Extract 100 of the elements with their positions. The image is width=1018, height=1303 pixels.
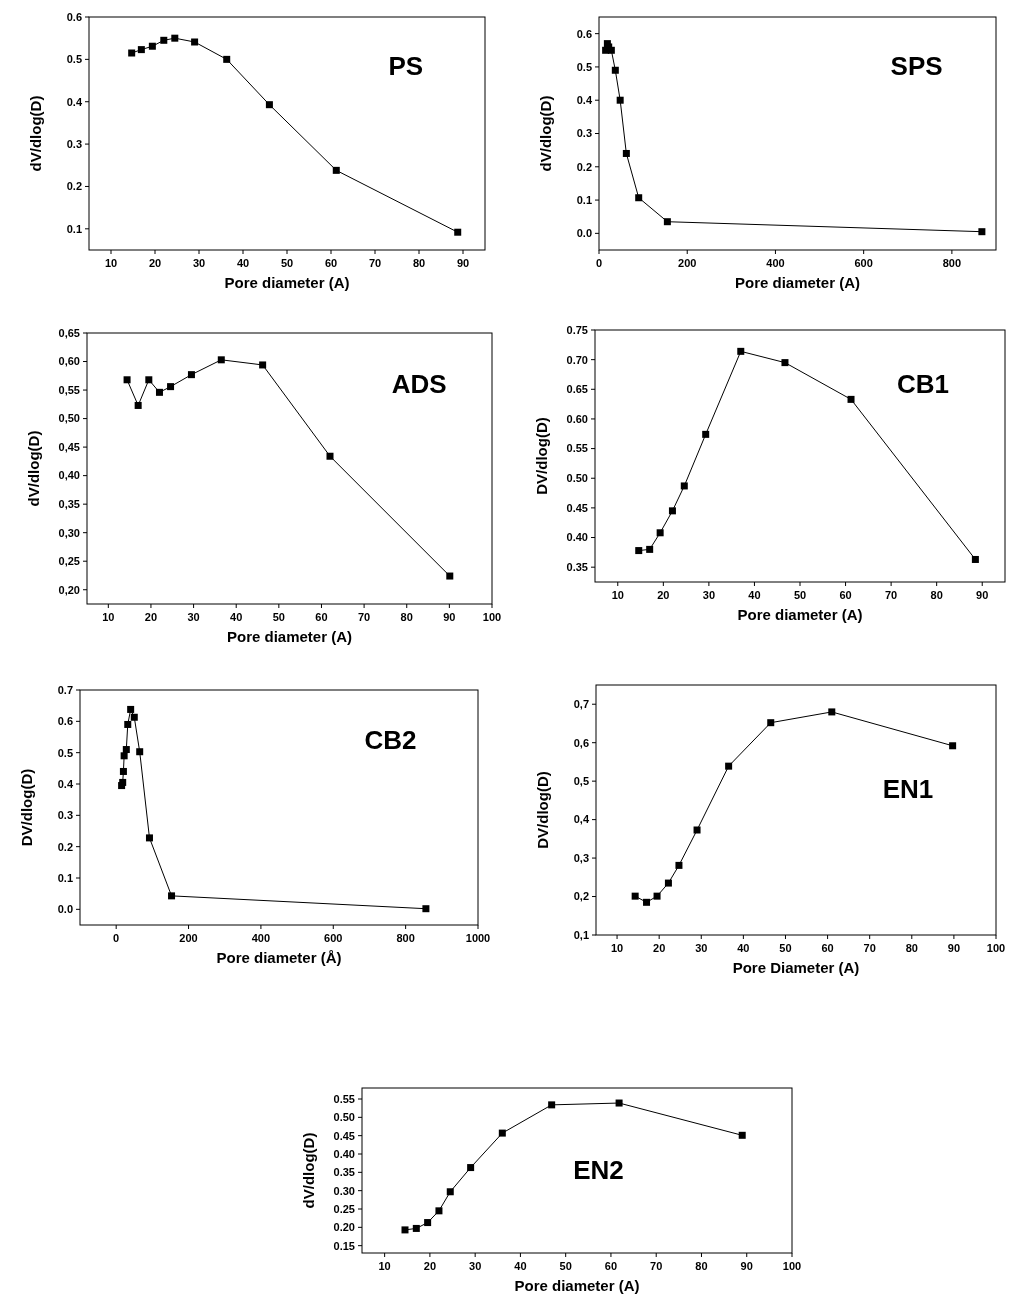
x-tick-label: 90 <box>443 611 456 623</box>
x-tick-label: 60 <box>604 1260 618 1272</box>
y-tick-label: 0.3 <box>57 809 73 822</box>
x-tick-label: 80 <box>905 942 918 954</box>
point <box>738 1131 746 1139</box>
x-tick-label: 70 <box>884 589 898 601</box>
y-tick-label: 0.1 <box>57 871 73 884</box>
x-tick-label: 70 <box>650 1260 663 1272</box>
y-tick-label: 0.40 <box>566 531 588 544</box>
y-tick-label: 0.3 <box>66 137 82 150</box>
x-tick-label: 40 <box>748 589 761 601</box>
y-tick-label: 0.50 <box>333 1111 355 1124</box>
x-tick-label: 50 <box>280 257 294 269</box>
x-tick-label: 50 <box>793 589 807 601</box>
point <box>615 1099 623 1107</box>
x-tick-label: 20 <box>144 611 158 623</box>
y-tick-label: 0.5 <box>57 746 73 759</box>
point <box>702 430 710 438</box>
y-tick-label: 0.50 <box>566 472 588 485</box>
point <box>693 826 701 834</box>
y-axis-title: DV/dlog(D) <box>18 768 35 847</box>
point <box>631 892 639 900</box>
y-tick-label: 0.6 <box>66 10 82 23</box>
y-tick-label: 0.4 <box>576 94 593 107</box>
point <box>653 892 661 900</box>
x-tick-label: 30 <box>192 257 206 269</box>
point <box>675 861 683 869</box>
x-tick-label: 50 <box>559 1260 572 1272</box>
point <box>635 194 643 202</box>
y-tick-label: 0.70 <box>566 353 588 366</box>
x-tick-label: 30 <box>695 942 708 954</box>
text: CB1 <box>896 369 950 399</box>
point <box>680 482 688 490</box>
point <box>130 713 138 721</box>
y-axis-title: dV/dlog(D) <box>537 95 554 172</box>
y-tick-label: 0,45 <box>58 440 80 453</box>
text: PS <box>388 51 424 82</box>
point <box>119 778 127 786</box>
x-tick-label: 400 <box>251 932 271 944</box>
x-tick-label: 200 <box>678 257 697 269</box>
point <box>616 96 624 104</box>
point <box>663 218 671 226</box>
y-axis-title: dV/dlog(D) <box>300 1132 317 1209</box>
x-tick-label: 10 <box>611 589 624 601</box>
point <box>646 545 654 553</box>
point <box>136 748 144 756</box>
x-tick-label: 100 <box>482 611 502 623</box>
x-tick-label: 40 <box>230 611 243 623</box>
x-tick-label: 400 <box>766 257 785 269</box>
y-tick-label: 0.4 <box>57 777 74 790</box>
point <box>656 529 664 537</box>
x-tick-label: 40 <box>737 942 750 954</box>
text: EN1 <box>882 773 934 804</box>
y-tick-label: 0.5 <box>66 53 82 66</box>
y-tick-label: 0.40 <box>333 1147 355 1160</box>
y-tick-label: 0.4 <box>66 95 83 108</box>
y-tick-label: 0.0 <box>576 227 592 240</box>
point <box>467 1164 475 1172</box>
y-tick-label: 0,5 <box>573 775 589 787</box>
x-tick-label: 30 <box>702 589 716 601</box>
x-tick-label: 60 <box>315 611 328 623</box>
x-tick-label: 20 <box>657 589 670 601</box>
point <box>446 1188 454 1196</box>
x-tick-label: 60 <box>839 589 852 601</box>
point <box>155 388 163 396</box>
x-axis-title: Pore diameter (A) <box>514 1277 640 1294</box>
point <box>160 36 168 44</box>
point <box>435 1207 443 1215</box>
point <box>664 879 672 887</box>
x-tick-label: 10 <box>104 257 118 269</box>
x-tick-label: 90 <box>947 942 961 954</box>
x-tick-label: 200 <box>179 932 198 944</box>
point <box>446 572 454 580</box>
x-tick-label: 80 <box>930 589 943 601</box>
x-tick-label: 20 <box>423 1260 437 1272</box>
x-tick-label: 90 <box>740 1260 753 1272</box>
y-tick-label: 0.20 <box>333 1221 355 1234</box>
point <box>422 905 430 913</box>
x-tick-label: 40 <box>236 257 250 269</box>
x-tick-label: 0 <box>113 932 120 944</box>
y-tick-label: 0,50 <box>58 412 80 425</box>
point <box>847 395 855 403</box>
y-tick-label: 0.6 <box>576 27 592 40</box>
point <box>265 101 273 109</box>
y-tick-label: 0.55 <box>566 442 588 455</box>
point <box>145 376 153 384</box>
y-tick-label: 0,20 <box>58 583 80 596</box>
x-tick-label: 60 <box>324 257 338 269</box>
point <box>128 49 136 57</box>
y-tick-label: 0.45 <box>333 1129 355 1142</box>
point <box>978 228 986 236</box>
y-tick-label: 0.3 <box>576 127 592 140</box>
y-tick-label: 0,7 <box>573 698 589 711</box>
point <box>498 1129 506 1137</box>
point <box>223 55 231 63</box>
y-tick-label: 0.35 <box>333 1166 355 1179</box>
x-tick-label: 80 <box>695 1260 708 1272</box>
y-tick-label: 0,35 <box>58 498 80 511</box>
point <box>122 746 130 754</box>
text: EN2 <box>573 1154 624 1185</box>
